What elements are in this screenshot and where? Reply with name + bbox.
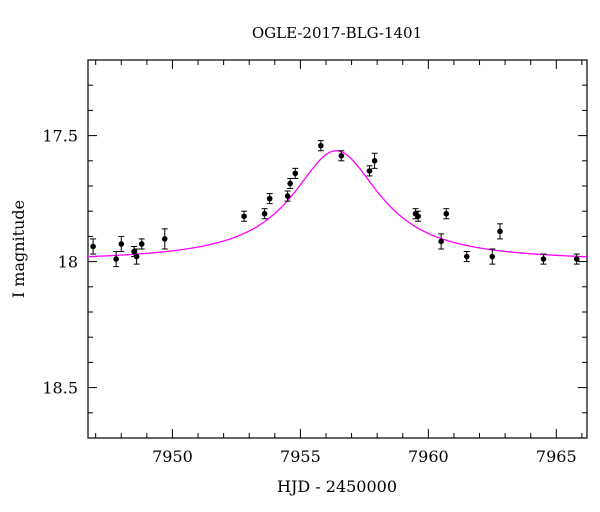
data-marker	[113, 256, 119, 262]
data-marker	[540, 256, 547, 262]
data-point	[371, 152, 378, 169]
data-point	[287, 177, 294, 190]
axis-ticks	[88, 59, 587, 439]
data-marker	[261, 210, 268, 217]
data-point	[463, 251, 470, 263]
data-point	[366, 165, 373, 177]
data-point	[138, 238, 145, 250]
data-point	[113, 251, 120, 268]
data-marker	[138, 241, 145, 247]
data-point	[241, 210, 248, 222]
data-marker	[438, 238, 444, 245]
data-point	[438, 233, 445, 250]
data-point	[415, 210, 422, 222]
data-marker	[497, 228, 503, 235]
x-tick-label: 7955	[280, 447, 321, 466]
data-marker	[292, 170, 299, 177]
data-marker	[415, 213, 421, 220]
data-point	[118, 235, 125, 253]
y-tick-label: 17.5	[42, 127, 78, 146]
data-point	[261, 208, 268, 220]
data-points	[90, 140, 580, 268]
data-point	[266, 193, 273, 205]
data-marker	[489, 253, 496, 260]
data-marker	[287, 180, 293, 187]
x-tick-label: 7960	[408, 447, 449, 466]
data-marker	[366, 168, 373, 174]
x-tick-label: 7950	[152, 447, 193, 466]
data-point	[131, 245, 138, 258]
data-marker	[463, 253, 470, 260]
data-marker	[161, 236, 168, 242]
data-marker	[133, 253, 140, 260]
data-marker	[90, 243, 96, 250]
data-marker	[118, 241, 125, 247]
y-tick-label: 18	[58, 253, 78, 272]
y-tick-label: 18.5	[42, 379, 78, 398]
tick-labels: 7950 7955 7960 7965 17.5 18 18.5	[42, 127, 576, 466]
data-point	[133, 248, 140, 265]
x-tick-label: 7965	[536, 447, 577, 466]
y-axis-label: I magnitude	[9, 200, 28, 298]
data-marker	[573, 256, 580, 262]
data-point	[338, 150, 345, 162]
data-marker	[443, 210, 450, 217]
data-marker	[371, 158, 378, 164]
data-point	[317, 140, 324, 152]
data-marker	[241, 213, 247, 220]
data-point	[573, 253, 580, 265]
data-marker	[266, 195, 273, 202]
data-marker	[338, 152, 345, 159]
data-marker	[131, 248, 137, 255]
data-point	[443, 208, 450, 220]
data-point	[489, 248, 496, 265]
data-point	[292, 167, 299, 179]
plot-frame	[87, 59, 588, 439]
data-point	[496, 223, 503, 240]
x-axis-label: HJD - 2450000	[277, 477, 397, 496]
data-point	[540, 253, 547, 265]
model-curve	[88, 150, 587, 258]
chart-title: OGLE-2017-BLG-1401	[252, 24, 422, 42]
data-marker	[284, 193, 291, 199]
model-curve-line	[88, 150, 587, 258]
data-marker	[318, 142, 324, 149]
data-point	[161, 228, 168, 250]
data-point	[90, 238, 97, 255]
data-point	[284, 190, 291, 202]
